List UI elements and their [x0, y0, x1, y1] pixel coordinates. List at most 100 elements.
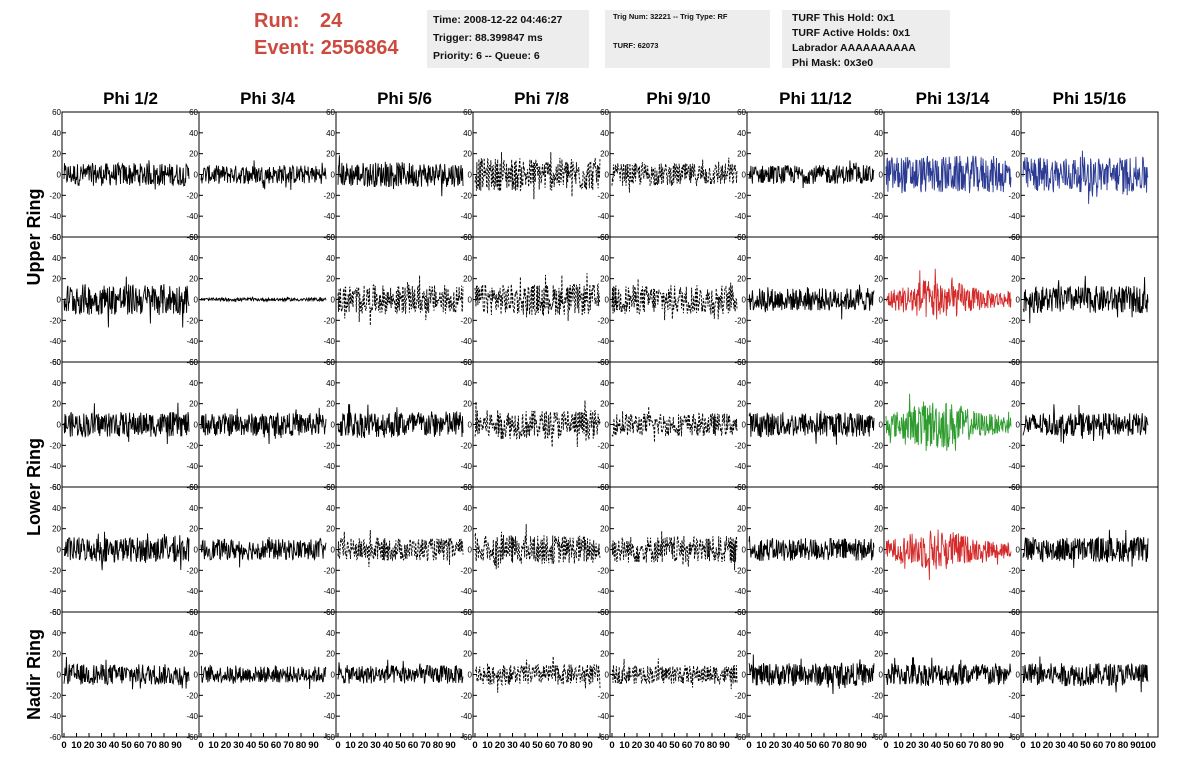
y-tick-label: 40: [1011, 254, 1020, 263]
y-tick-label: 40: [874, 254, 883, 263]
y-tick-label: -40: [1008, 337, 1020, 346]
y-tick-label: -20: [734, 691, 746, 700]
x-tick-label: 60: [956, 740, 967, 751]
y-tick-label: 0: [194, 171, 199, 180]
y-tick-label: 60: [52, 483, 61, 492]
waveform-trace: [200, 160, 327, 190]
y-tick-label: 0: [468, 421, 473, 430]
y-tick-label: -20: [597, 566, 609, 575]
y-tick-label: 20: [737, 275, 746, 284]
y-tick-label: -20: [186, 566, 198, 575]
waveform-trace: [611, 278, 738, 321]
y-tick-label: 40: [600, 504, 609, 513]
y-tick-label: 0: [331, 296, 336, 305]
y-tick-label: -20: [1008, 316, 1020, 325]
y-tick-label: 40: [189, 254, 198, 263]
y-tick-label: -60: [49, 358, 61, 367]
y-tick-label: 60: [600, 358, 609, 367]
y-tick-label: 0: [1016, 671, 1021, 680]
y-tick-label: 60: [600, 108, 609, 117]
y-tick-label: -20: [597, 441, 609, 450]
waveform-trace: [337, 275, 464, 326]
y-tick-label: 0: [1016, 546, 1021, 555]
y-tick-label: 40: [600, 254, 609, 263]
x-tick-label: 0: [609, 740, 614, 751]
y-tick-label: -40: [460, 212, 472, 221]
y-tick-label: 0: [194, 296, 199, 305]
x-tick-label: 90: [856, 740, 867, 751]
y-tick-label: 60: [463, 608, 472, 617]
y-tick-label: 20: [874, 150, 883, 159]
x-tick-label: 70: [420, 740, 431, 751]
y-tick-label: 60: [737, 483, 746, 492]
y-tick-label: 20: [1011, 650, 1020, 659]
x-tick-label: 40: [794, 740, 805, 751]
y-tick-label: 20: [737, 150, 746, 159]
x-tick-label: 40: [246, 740, 257, 751]
x-tick-label: 20: [221, 740, 232, 751]
y-tick-label: 60: [52, 233, 61, 242]
y-tick-label: 20: [600, 650, 609, 659]
x-tick-label: 70: [146, 740, 157, 751]
waveform-trace: [748, 410, 875, 445]
waveform-trace: [1022, 529, 1149, 568]
y-tick-label: -40: [1008, 712, 1020, 721]
x-tick-label: 30: [1055, 740, 1066, 751]
ring-label: Upper Ring: [24, 189, 44, 286]
column-header: Phi 13/14: [916, 89, 990, 108]
y-tick-label: -40: [734, 337, 746, 346]
x-tick-label: 50: [121, 740, 132, 751]
waveform-trace: [337, 404, 464, 439]
y-tick-label: 60: [737, 608, 746, 617]
y-tick-label: 40: [600, 629, 609, 638]
y-tick-label: 40: [874, 504, 883, 513]
y-tick-label: -40: [734, 462, 746, 471]
y-tick-label: 0: [605, 171, 610, 180]
y-tick-label: -40: [186, 712, 198, 721]
y-tick-label: -20: [734, 316, 746, 325]
panel-frame: [472, 611, 611, 738]
y-tick-label: 20: [326, 400, 335, 409]
y-tick-label: -60: [186, 733, 198, 742]
x-tick-label: 20: [495, 740, 506, 751]
column-header: Phi 5/6: [377, 89, 432, 108]
y-tick-label: -40: [186, 587, 198, 596]
y-tick-label: -40: [871, 212, 883, 221]
column-header: Phi 1/2: [103, 89, 158, 108]
y-tick-label: 40: [326, 254, 335, 263]
y-tick-label: 20: [52, 275, 61, 284]
y-tick-label: 0: [468, 296, 473, 305]
y-tick-label: 40: [52, 129, 61, 138]
y-tick-label: -20: [597, 316, 609, 325]
x-tick-label: 10: [1030, 740, 1041, 751]
y-tick-label: 20: [52, 525, 61, 534]
waveform-trace: [63, 656, 190, 690]
waveform-trace: [611, 658, 738, 690]
y-tick-label: -20: [871, 191, 883, 200]
y-tick-label: 40: [874, 629, 883, 638]
y-tick-label: 20: [463, 400, 472, 409]
y-tick-label: 20: [52, 650, 61, 659]
y-tick-label: 0: [194, 421, 199, 430]
y-tick-label: -20: [323, 316, 335, 325]
y-tick-label: 60: [463, 483, 472, 492]
waveform-trace: [474, 273, 601, 321]
y-tick-label: 20: [463, 275, 472, 284]
x-tick-label: 80: [707, 740, 718, 751]
waveform-trace: [611, 157, 738, 193]
y-tick-label: 60: [52, 608, 61, 617]
x-tick-label: 50: [395, 740, 406, 751]
x-tick-label: 20: [632, 740, 643, 751]
y-tick-label: 60: [1011, 233, 1020, 242]
x-tick-label: 0: [198, 740, 203, 751]
y-tick-label: 40: [737, 129, 746, 138]
waveform-trace: [337, 659, 464, 684]
y-tick-label: -40: [49, 337, 61, 346]
y-tick-label: 40: [52, 504, 61, 513]
waveform-trace: [885, 657, 1012, 686]
